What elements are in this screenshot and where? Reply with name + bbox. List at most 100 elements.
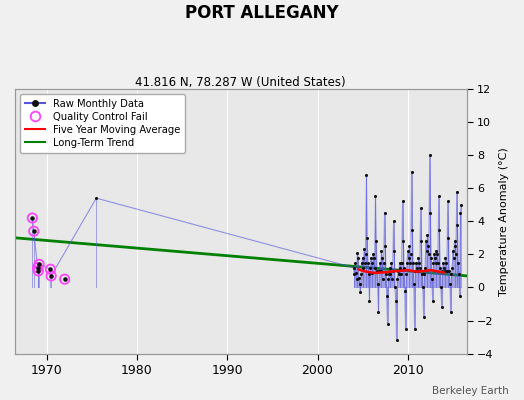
Point [405, 254, 413, 261]
Point [424, 251, 433, 258]
Point [379, 260, 388, 266]
Point [421, 264, 429, 271]
Point [360, 246, 368, 253]
Point [376, 260, 384, 266]
Point [412, 260, 420, 266]
Point [380, 210, 389, 216]
Point [403, 248, 412, 254]
Point [436, 264, 444, 271]
Point [442, 260, 451, 266]
Point [384, 321, 392, 327]
Point [356, 289, 365, 296]
Point [419, 284, 427, 291]
Point [424, 243, 432, 249]
Point [431, 254, 439, 261]
Point [29, 228, 38, 234]
Point [46, 266, 54, 272]
Point [447, 271, 456, 278]
Point [437, 284, 445, 291]
Point [451, 243, 460, 249]
Point [370, 254, 378, 261]
Point [443, 268, 451, 274]
Point [357, 271, 365, 278]
Point [377, 268, 385, 274]
Point [438, 304, 446, 310]
Point [441, 268, 449, 274]
Point [397, 271, 405, 278]
Point [453, 188, 461, 195]
Point [386, 264, 394, 271]
Point [446, 281, 454, 287]
Point [438, 268, 446, 274]
Point [359, 264, 368, 271]
Point [400, 264, 408, 271]
Point [34, 264, 42, 271]
Point [354, 254, 363, 261]
Point [455, 271, 463, 278]
Point [413, 264, 421, 271]
Point [350, 264, 358, 271]
Point [28, 215, 37, 221]
Point [366, 264, 374, 271]
Point [418, 271, 427, 278]
Point [422, 248, 431, 254]
Text: Berkeley Earth: Berkeley Earth [432, 386, 508, 396]
Point [386, 271, 395, 278]
Point [452, 251, 460, 258]
Point [432, 248, 441, 254]
Point [388, 276, 396, 282]
Title: 41.816 N, 78.287 W (United States): 41.816 N, 78.287 W (United States) [135, 76, 346, 89]
Point [455, 292, 464, 299]
Point [428, 276, 436, 282]
Point [417, 238, 425, 244]
Point [378, 254, 387, 261]
Point [420, 271, 429, 278]
Point [407, 251, 415, 258]
Point [398, 198, 407, 205]
Point [34, 264, 42, 271]
Point [389, 218, 398, 224]
Point [405, 243, 413, 249]
Point [350, 271, 358, 278]
Point [34, 268, 42, 274]
Point [435, 226, 444, 233]
Point [434, 193, 443, 200]
Legend: Raw Monthly Data, Quality Control Fail, Five Year Moving Average, Long-Term Tren: Raw Monthly Data, Quality Control Fail, … [20, 94, 185, 153]
Point [372, 238, 380, 244]
Point [430, 251, 439, 258]
Point [379, 276, 387, 282]
Point [361, 260, 369, 266]
Point [391, 298, 400, 304]
Point [353, 250, 362, 256]
Point [60, 276, 69, 282]
Point [417, 205, 425, 211]
Point [410, 326, 419, 332]
Point [398, 260, 406, 266]
Point [429, 298, 437, 304]
Point [401, 288, 409, 294]
Point [358, 254, 367, 261]
Point [422, 238, 430, 244]
Point [444, 235, 453, 241]
Point [408, 168, 416, 175]
Point [416, 264, 424, 271]
Point [352, 269, 360, 276]
Point [443, 198, 452, 205]
Point [34, 268, 42, 274]
Point [358, 260, 366, 266]
Point [46, 266, 54, 272]
Point [28, 215, 37, 221]
Point [406, 260, 414, 266]
Point [440, 264, 448, 271]
Point [351, 260, 359, 266]
Point [47, 273, 56, 279]
Point [392, 337, 401, 344]
Point [433, 251, 441, 258]
Point [355, 281, 364, 287]
Point [92, 195, 101, 201]
Point [367, 254, 375, 261]
Point [395, 260, 403, 266]
Point [365, 298, 374, 304]
Point [419, 314, 428, 320]
Point [414, 254, 422, 261]
